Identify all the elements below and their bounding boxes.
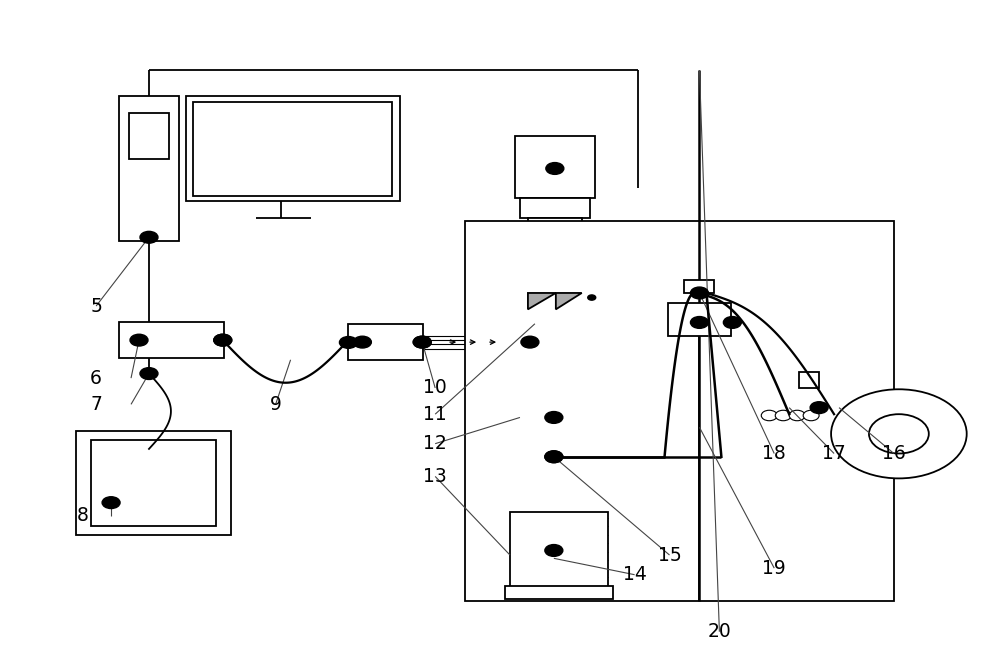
- Bar: [520, 198, 590, 218]
- Circle shape: [413, 336, 431, 348]
- Bar: [119, 96, 179, 241]
- Text: 6: 6: [90, 368, 102, 388]
- Text: 9: 9: [270, 395, 282, 414]
- Text: 19: 19: [762, 559, 786, 578]
- Circle shape: [803, 410, 819, 420]
- Circle shape: [413, 336, 431, 348]
- Circle shape: [545, 411, 563, 423]
- Text: 18: 18: [762, 444, 786, 463]
- Circle shape: [130, 334, 148, 346]
- Bar: [799, 372, 819, 388]
- Text: 11: 11: [423, 405, 447, 424]
- Circle shape: [214, 334, 232, 346]
- Circle shape: [545, 451, 563, 463]
- Text: 5: 5: [90, 297, 102, 316]
- Bar: [76, 430, 231, 536]
- Circle shape: [521, 336, 539, 348]
- Bar: [186, 96, 400, 201]
- Text: 17: 17: [822, 444, 846, 463]
- Circle shape: [690, 316, 708, 328]
- Circle shape: [831, 390, 967, 478]
- Bar: [91, 440, 216, 526]
- Text: 20: 20: [708, 622, 731, 641]
- Bar: [465, 221, 894, 601]
- Text: 8: 8: [77, 506, 89, 525]
- Circle shape: [723, 316, 741, 328]
- Circle shape: [690, 287, 708, 299]
- Text: 13: 13: [423, 467, 447, 486]
- Circle shape: [339, 336, 357, 348]
- Bar: [583, 292, 605, 304]
- Bar: [515, 136, 595, 198]
- Text: 12: 12: [423, 434, 447, 453]
- Circle shape: [775, 410, 791, 420]
- Circle shape: [545, 545, 563, 557]
- Bar: [505, 586, 613, 599]
- Circle shape: [140, 368, 158, 380]
- Circle shape: [353, 336, 371, 348]
- Circle shape: [588, 295, 596, 300]
- Circle shape: [546, 163, 564, 174]
- Bar: [193, 102, 392, 196]
- Bar: [129, 113, 169, 159]
- Bar: [684, 280, 714, 293]
- Polygon shape: [750, 385, 828, 443]
- Circle shape: [214, 334, 232, 346]
- Bar: [668, 303, 731, 336]
- Circle shape: [869, 414, 929, 453]
- Text: 16: 16: [882, 444, 906, 463]
- Circle shape: [810, 402, 828, 413]
- Circle shape: [140, 232, 158, 243]
- Circle shape: [102, 497, 120, 509]
- Circle shape: [761, 410, 777, 420]
- Bar: [528, 257, 582, 293]
- Text: 14: 14: [623, 565, 647, 584]
- Text: 15: 15: [658, 545, 681, 565]
- Bar: [510, 513, 608, 588]
- Text: 7: 7: [90, 395, 102, 414]
- Polygon shape: [556, 293, 582, 309]
- Polygon shape: [528, 293, 556, 309]
- Circle shape: [789, 410, 805, 420]
- Bar: [348, 324, 423, 361]
- Bar: [528, 218, 582, 239]
- Text: 10: 10: [423, 378, 447, 397]
- Circle shape: [545, 451, 563, 463]
- Bar: [119, 322, 224, 359]
- Bar: [520, 239, 590, 257]
- Bar: [535, 312, 573, 324]
